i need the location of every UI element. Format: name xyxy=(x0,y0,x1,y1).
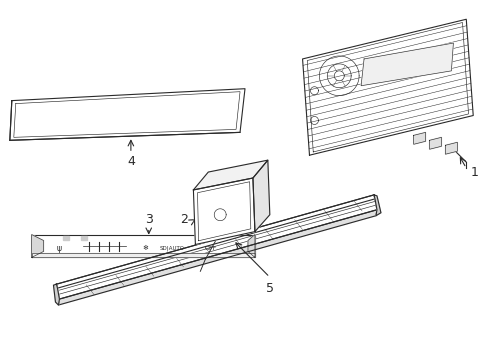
Text: ❄: ❄ xyxy=(143,246,148,252)
Polygon shape xyxy=(361,43,453,86)
Text: SD|AUTO: SD|AUTO xyxy=(160,246,185,251)
Polygon shape xyxy=(32,235,255,257)
Polygon shape xyxy=(32,253,255,257)
Polygon shape xyxy=(374,195,381,216)
Polygon shape xyxy=(430,137,441,149)
Polygon shape xyxy=(445,142,457,154)
Text: OFF: OFF xyxy=(204,246,217,251)
Polygon shape xyxy=(56,195,375,288)
Text: 1: 1 xyxy=(470,166,478,179)
Polygon shape xyxy=(53,284,59,305)
Polygon shape xyxy=(414,132,426,144)
Polygon shape xyxy=(194,178,255,244)
Polygon shape xyxy=(248,235,255,257)
Polygon shape xyxy=(253,160,270,231)
Bar xyxy=(81,235,87,239)
Polygon shape xyxy=(10,89,245,140)
Polygon shape xyxy=(302,19,473,155)
Polygon shape xyxy=(32,235,44,257)
Polygon shape xyxy=(58,210,377,305)
Text: 3: 3 xyxy=(145,213,153,226)
Polygon shape xyxy=(56,195,377,299)
Text: 4: 4 xyxy=(127,155,135,168)
Polygon shape xyxy=(194,160,268,190)
Text: 2: 2 xyxy=(180,213,189,226)
Text: ψ: ψ xyxy=(57,244,62,253)
Text: 5: 5 xyxy=(266,282,274,295)
Bar xyxy=(63,235,70,239)
